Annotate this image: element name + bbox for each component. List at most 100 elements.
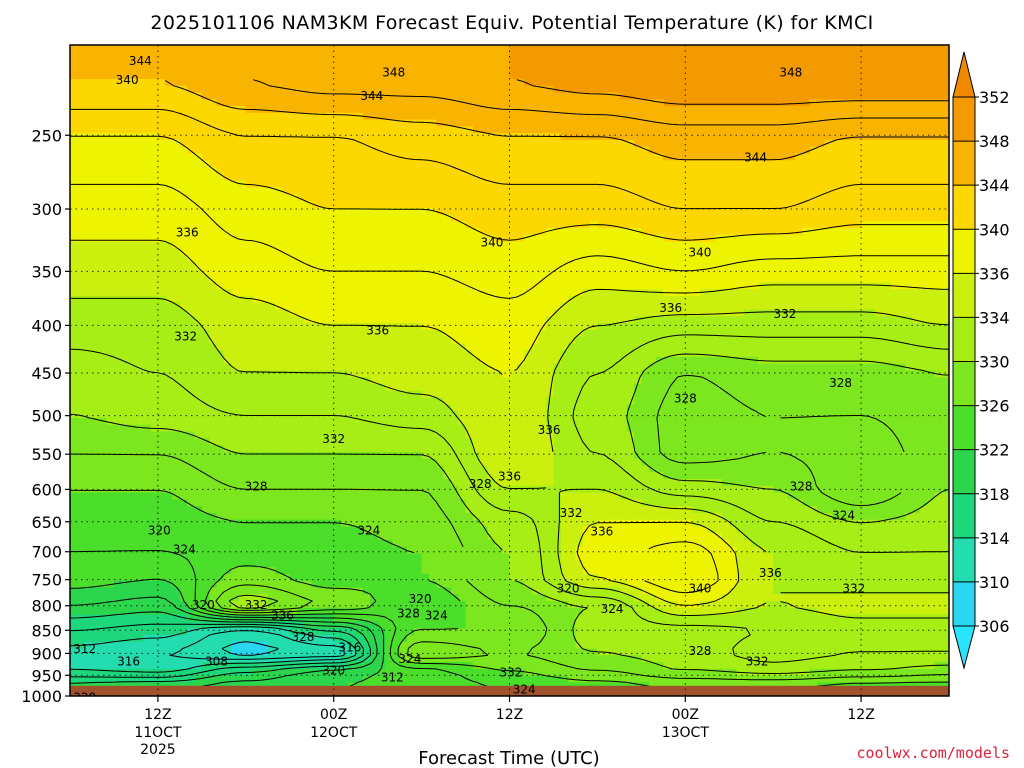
field-cell xyxy=(912,234,921,243)
field-cell xyxy=(135,323,144,331)
field-cell xyxy=(721,268,730,277)
field-cell xyxy=(546,282,555,290)
field-cell xyxy=(831,85,840,94)
field-cell xyxy=(319,289,327,297)
field-cell xyxy=(143,92,152,100)
field-cell xyxy=(128,126,137,134)
field-cell xyxy=(575,45,584,53)
field-cell xyxy=(150,173,159,182)
field-cell xyxy=(77,323,86,331)
field-cell xyxy=(626,214,635,222)
field-cell xyxy=(546,85,555,94)
field-cell xyxy=(670,58,679,66)
field-cell xyxy=(421,221,430,229)
field-cell xyxy=(355,180,364,189)
field-cell xyxy=(91,126,100,134)
field-cell xyxy=(721,221,730,229)
field-cell xyxy=(77,275,86,283)
field-cell xyxy=(743,295,752,304)
field-cell xyxy=(238,214,247,222)
field-cell xyxy=(304,275,313,283)
field-cell xyxy=(260,234,269,243)
field-cell xyxy=(341,262,349,270)
field-cell xyxy=(179,112,188,121)
field-cell xyxy=(663,92,672,100)
field-cell xyxy=(179,295,188,304)
field-cell xyxy=(333,173,342,182)
field-cell xyxy=(758,99,767,107)
field-cell xyxy=(436,119,445,127)
field-cell xyxy=(377,302,386,311)
field-cell xyxy=(157,92,166,100)
field-cell xyxy=(634,255,642,263)
field-cell xyxy=(406,139,415,148)
field-cell xyxy=(370,146,379,155)
field-cell xyxy=(648,51,657,60)
field-cell xyxy=(370,51,379,60)
field-cell xyxy=(905,187,913,195)
field-cell xyxy=(590,194,598,202)
field-cell xyxy=(765,72,774,80)
field-cell xyxy=(787,207,796,216)
field-cell xyxy=(172,180,181,189)
field-cell xyxy=(157,323,166,331)
field-cell xyxy=(538,65,547,73)
field-cell xyxy=(326,228,335,236)
field-cell xyxy=(363,65,371,73)
field-cell xyxy=(341,99,349,107)
field-cell xyxy=(648,262,657,270)
field-cell xyxy=(406,268,415,277)
field-cell xyxy=(619,167,628,175)
field-cell xyxy=(341,282,349,290)
field-cell xyxy=(70,112,78,121)
field-cell xyxy=(450,126,459,134)
field-cell xyxy=(553,85,562,94)
field-cell xyxy=(187,241,196,250)
field-cell xyxy=(99,160,108,168)
field-cell xyxy=(619,268,628,277)
field-cell xyxy=(531,85,540,94)
field-cell xyxy=(84,119,93,127)
field-cell xyxy=(868,268,877,277)
field-cell xyxy=(209,302,218,311)
field-cell xyxy=(253,160,262,168)
field-cell xyxy=(99,295,108,304)
field-cell xyxy=(648,309,657,317)
field-cell xyxy=(546,241,555,250)
field-cell xyxy=(861,72,870,80)
field-cell xyxy=(128,221,137,229)
field-cell xyxy=(326,167,335,175)
field-cell xyxy=(831,221,840,229)
field-cell xyxy=(187,167,196,175)
field-cell xyxy=(384,106,393,114)
field-cell xyxy=(919,78,928,87)
field-cell xyxy=(751,139,760,148)
field-cell xyxy=(216,167,225,175)
field-cell xyxy=(765,106,774,114)
field-cell xyxy=(333,99,342,107)
field-cell xyxy=(861,268,870,277)
field-cell xyxy=(421,248,430,256)
field-cell xyxy=(802,65,811,73)
field-cell xyxy=(648,72,657,80)
field-cell xyxy=(121,275,130,283)
field-cell xyxy=(157,85,166,94)
field-cell xyxy=(326,180,335,189)
field-cell xyxy=(355,262,364,270)
field-cell xyxy=(121,309,130,317)
field-cell xyxy=(597,139,606,148)
field-cell xyxy=(377,58,386,66)
field-cell xyxy=(765,92,774,100)
field-cell xyxy=(282,99,291,107)
field-cell xyxy=(194,309,203,317)
field-cell xyxy=(253,289,262,297)
field-cell xyxy=(150,309,159,317)
field-cell xyxy=(384,126,393,134)
field-cell xyxy=(538,309,547,317)
field-cell xyxy=(699,112,708,121)
field-cell xyxy=(253,72,262,80)
field-cell xyxy=(304,309,313,317)
field-cell xyxy=(450,167,459,175)
field-cell xyxy=(443,65,452,73)
field-cell xyxy=(480,187,489,195)
